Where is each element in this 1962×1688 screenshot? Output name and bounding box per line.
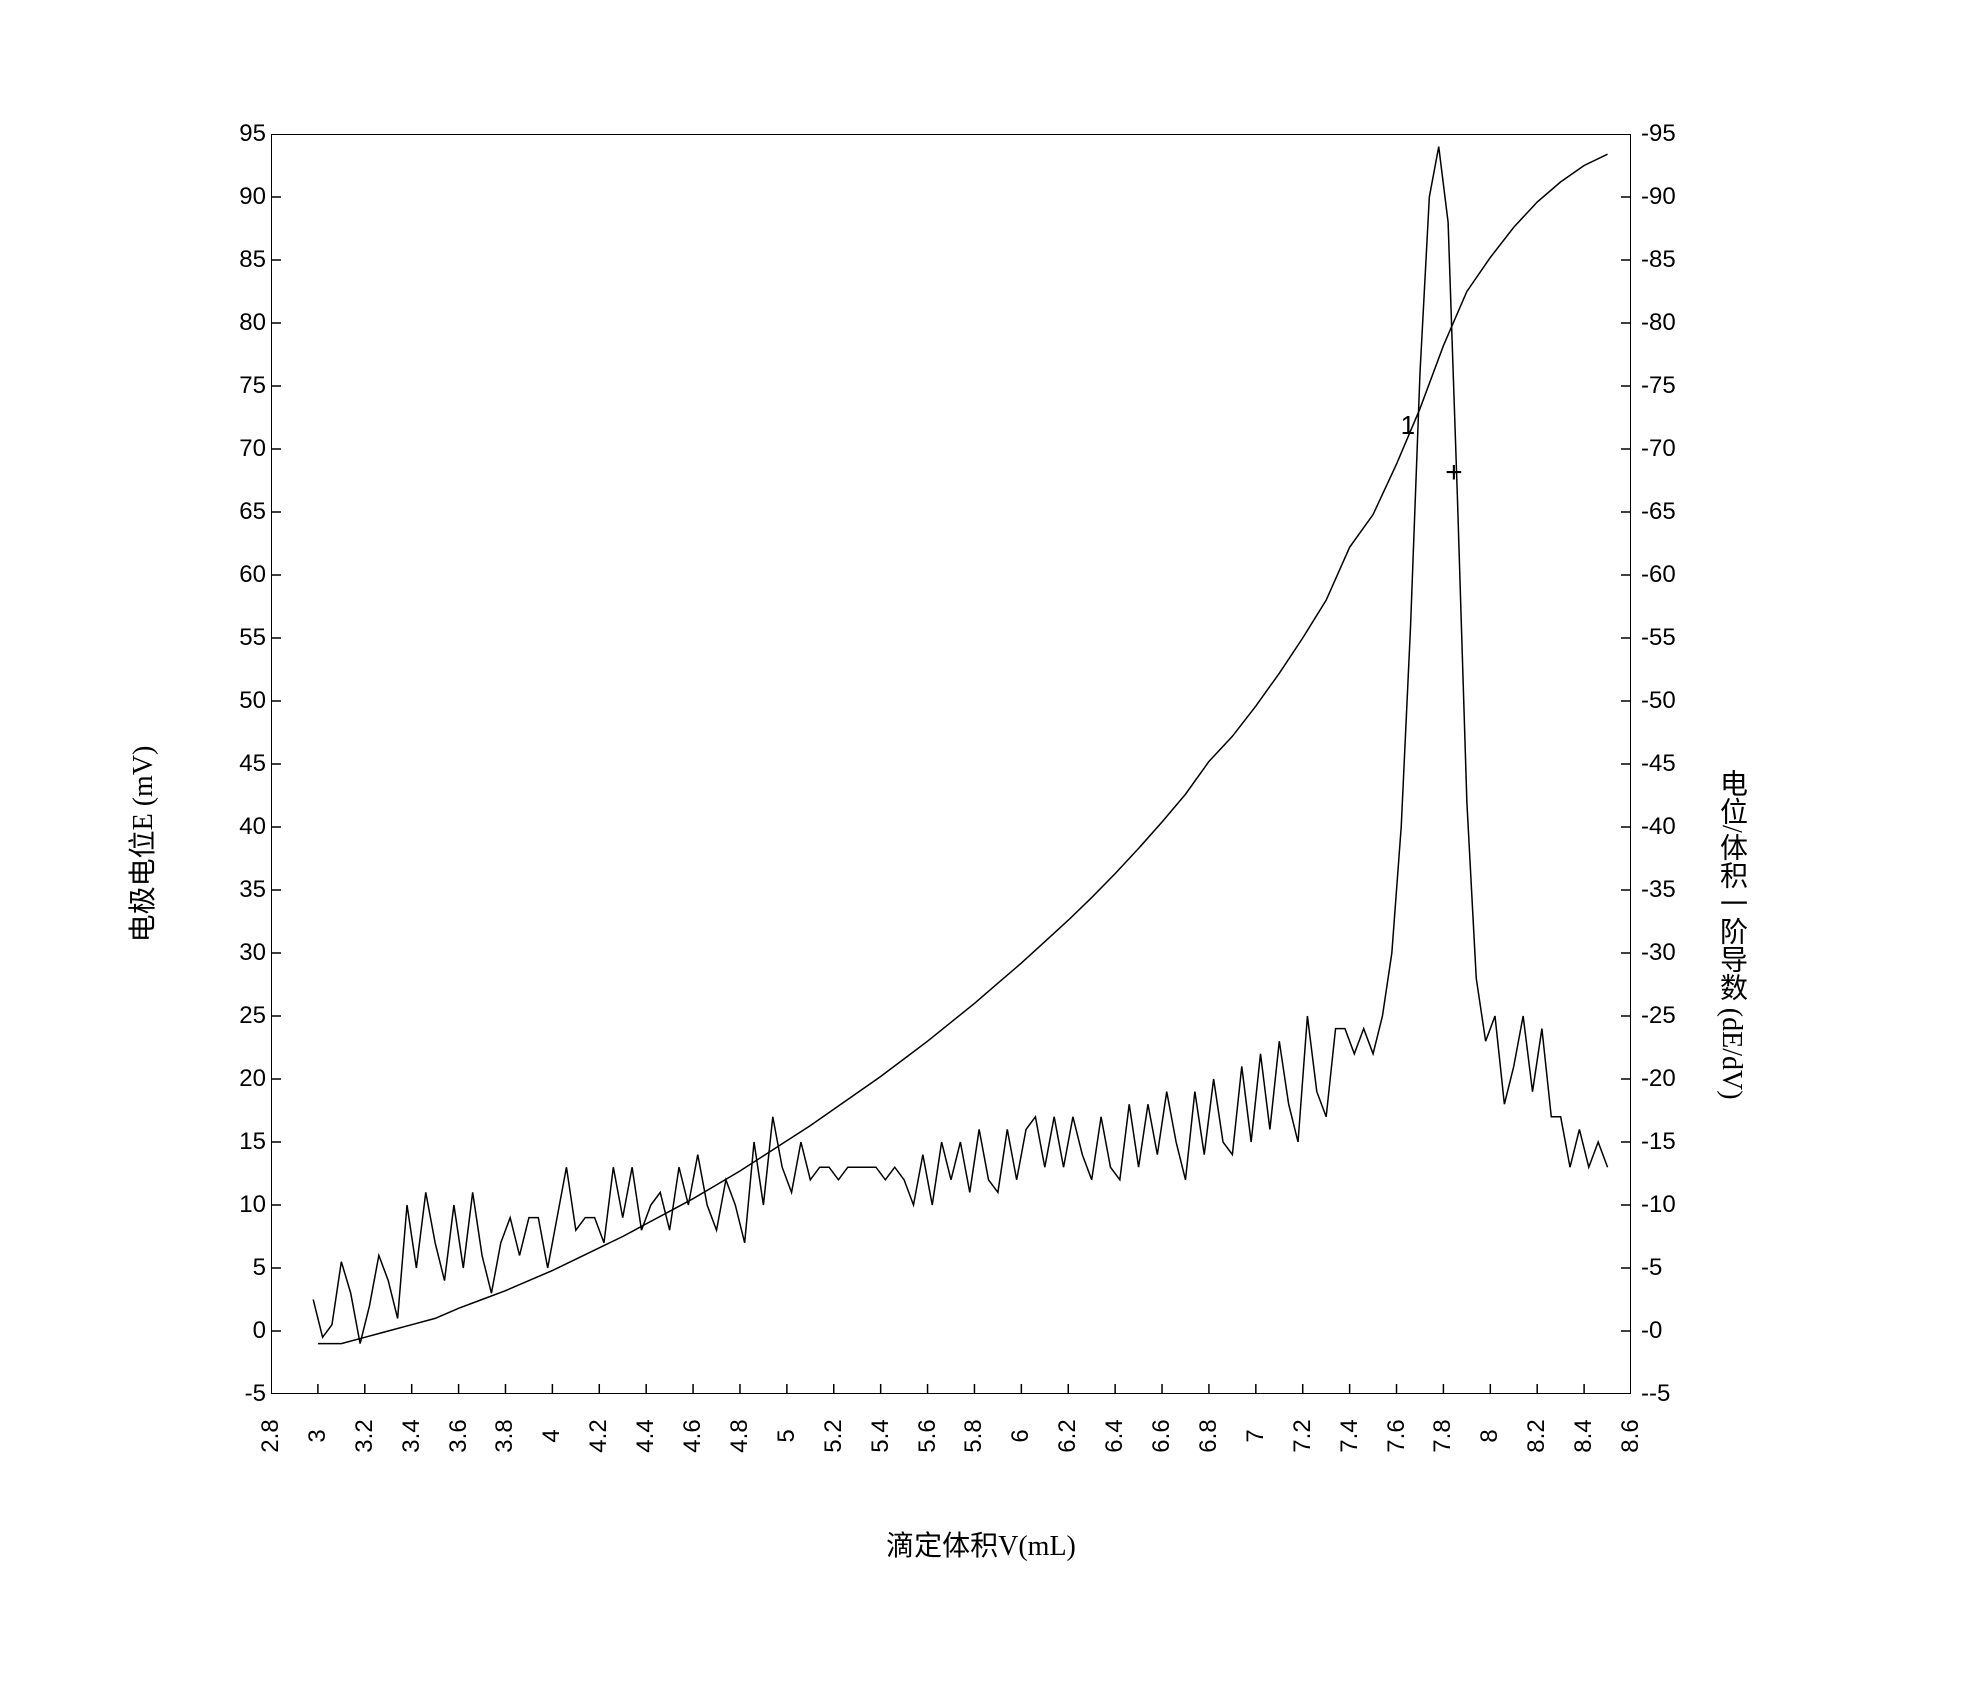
ytick-left: 75 bbox=[239, 372, 266, 400]
ytick-right: -65 bbox=[1641, 498, 1676, 526]
ytick-right: -90 bbox=[1641, 183, 1676, 211]
ytick-right: -25 bbox=[1641, 1002, 1676, 1030]
ytick-left: 40 bbox=[239, 813, 266, 841]
ytick-right: -5 bbox=[1641, 1254, 1662, 1282]
ytick-right: -75 bbox=[1641, 372, 1676, 400]
xtick: 8.4 bbox=[1570, 1419, 1598, 1452]
xtick: 5 bbox=[773, 1429, 801, 1442]
ytick-right: -50 bbox=[1641, 687, 1676, 715]
ytick-right: -45 bbox=[1641, 750, 1676, 778]
ytick-left: 10 bbox=[239, 1191, 266, 1219]
xtick: 5.6 bbox=[914, 1419, 942, 1452]
ytick-right: -95 bbox=[1641, 120, 1676, 148]
annotation-1: 1 bbox=[1401, 410, 1415, 441]
xtick: 4.2 bbox=[585, 1419, 613, 1452]
ytick-right: -70 bbox=[1641, 435, 1676, 463]
xtick: 4 bbox=[538, 1429, 566, 1442]
ytick-left: 90 bbox=[239, 183, 266, 211]
ytick-left: 50 bbox=[239, 687, 266, 715]
ytick-right: -35 bbox=[1641, 876, 1676, 904]
xtick: 7.4 bbox=[1336, 1419, 1364, 1452]
xtick: 3.4 bbox=[398, 1419, 426, 1452]
ytick-left: 45 bbox=[239, 750, 266, 778]
ytick-right: -15 bbox=[1641, 1128, 1676, 1156]
ytick-right: --5 bbox=[1641, 1380, 1670, 1408]
xtick: 7.2 bbox=[1289, 1419, 1317, 1452]
ytick-right: -10 bbox=[1641, 1191, 1676, 1219]
plot-svg bbox=[271, 134, 1631, 1394]
xtick: 6.2 bbox=[1054, 1419, 1082, 1452]
ytick-right: -40 bbox=[1641, 813, 1676, 841]
xtick: 7 bbox=[1242, 1429, 1270, 1442]
ytick-left: 15 bbox=[239, 1128, 266, 1156]
xtick: 3.2 bbox=[351, 1419, 379, 1452]
ytick-right: -0 bbox=[1641, 1317, 1662, 1345]
ytick-left: 5 bbox=[253, 1254, 266, 1282]
ytick-left: 95 bbox=[239, 120, 266, 148]
ytick-left: 25 bbox=[239, 1002, 266, 1030]
xtick: 6.6 bbox=[1148, 1419, 1176, 1452]
xtick: 5.8 bbox=[960, 1419, 988, 1452]
xtick: 8.2 bbox=[1523, 1419, 1551, 1452]
ytick-right: -80 bbox=[1641, 309, 1676, 337]
xtick: 4.8 bbox=[726, 1419, 754, 1452]
y-axis-left-label: 电极电位E (mV) bbox=[121, 746, 161, 943]
xtick: 8.6 bbox=[1617, 1419, 1645, 1452]
xtick: 5.2 bbox=[820, 1419, 848, 1452]
xtick: 7.8 bbox=[1429, 1419, 1457, 1452]
ytick-right: -85 bbox=[1641, 246, 1676, 274]
xtick: 8 bbox=[1476, 1429, 1504, 1442]
xtick: 7.6 bbox=[1383, 1419, 1411, 1452]
x-axis-label: 滴定体积V(mL) bbox=[886, 1524, 1076, 1564]
ytick-left: 20 bbox=[239, 1065, 266, 1093]
ytick-right: -55 bbox=[1641, 624, 1676, 652]
ytick-right: -20 bbox=[1641, 1065, 1676, 1093]
xtick: 5.4 bbox=[867, 1419, 895, 1452]
ytick-left: -5 bbox=[245, 1380, 266, 1408]
xtick: 6 bbox=[1007, 1429, 1035, 1442]
y-axis-right-label: 电位/体积一阶导数 (dE/dV) bbox=[1711, 769, 1751, 1100]
xtick: 3.8 bbox=[491, 1419, 519, 1452]
ytick-left: 30 bbox=[239, 939, 266, 967]
chart-container: 电极电位E (mV) 电位/体积一阶导数 (dE/dV) 滴定体积V(mL) -… bbox=[131, 94, 1831, 1594]
xtick: 2.8 bbox=[257, 1419, 285, 1452]
xtick: 4.6 bbox=[679, 1419, 707, 1452]
ytick-right: -30 bbox=[1641, 939, 1676, 967]
xtick: 6.4 bbox=[1101, 1419, 1129, 1452]
ytick-right: -60 bbox=[1641, 561, 1676, 589]
ytick-left: 0 bbox=[253, 1317, 266, 1345]
ytick-left: 60 bbox=[239, 561, 266, 589]
ytick-left: 55 bbox=[239, 624, 266, 652]
xtick: 3.6 bbox=[445, 1419, 473, 1452]
xtick: 6.8 bbox=[1195, 1419, 1223, 1452]
ytick-left: 80 bbox=[239, 309, 266, 337]
ytick-left: 85 bbox=[239, 246, 266, 274]
annotation-plus: + bbox=[1445, 456, 1463, 490]
ytick-left: 35 bbox=[239, 876, 266, 904]
xtick: 3 bbox=[304, 1429, 332, 1442]
ytick-left: 65 bbox=[239, 498, 266, 526]
xtick: 4.4 bbox=[632, 1419, 660, 1452]
ytick-left: 70 bbox=[239, 435, 266, 463]
